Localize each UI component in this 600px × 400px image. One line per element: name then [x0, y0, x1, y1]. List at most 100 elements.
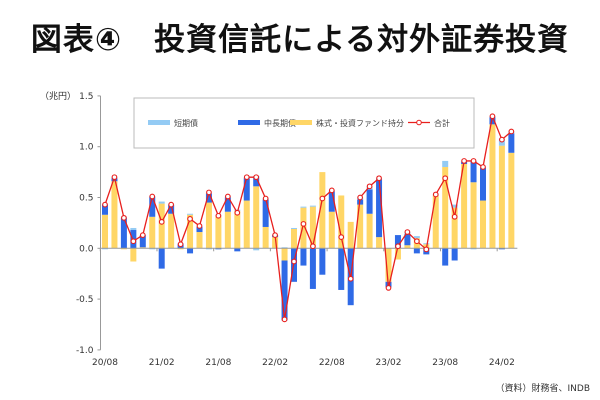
- bar-equity-23-07: [432, 195, 439, 249]
- legend-label: 短期債: [174, 118, 198, 128]
- bar-equity-23-09: [451, 207, 458, 249]
- total-point-21-06: [196, 223, 203, 229]
- bar-short-term-22-05: [300, 206, 307, 208]
- total-point-24-03: [508, 128, 515, 135]
- bar-equity-21-03: [168, 213, 175, 249]
- y-tick-label: 1.0: [79, 143, 94, 153]
- total-point-22-04: [291, 258, 297, 265]
- total-point-21-09: [225, 193, 231, 200]
- x-tick-label: 21/08: [205, 358, 231, 368]
- legend-swatch: [148, 120, 170, 125]
- bar-equity-22-08: [328, 211, 335, 249]
- total-point-22-08: [328, 187, 335, 194]
- total-point-21-02: [158, 219, 165, 225]
- total-point-21-01: [149, 193, 156, 200]
- total-point-23-06: [423, 246, 430, 253]
- source-note: （資料）財務省、INDB: [496, 382, 591, 394]
- bar-short-term-21-12: [253, 248, 260, 251]
- bar-mid-long-term-23-05: [413, 248, 420, 254]
- bar-equity-20-09: [111, 181, 118, 249]
- total-point-21-03: [168, 201, 174, 208]
- bar-equity-23-11: [470, 182, 477, 249]
- bar-equity-22-04: [291, 228, 297, 249]
- bar-mid-long-term-21-01: [149, 196, 156, 217]
- bar-mid-long-term-22-09: [338, 248, 345, 290]
- total-point-22-03: [281, 316, 288, 323]
- x-tick-label: 23/02: [376, 358, 402, 368]
- y-tick-label: 1.5: [79, 92, 93, 102]
- bar-equity-20-08: [102, 214, 108, 249]
- bar-mid-long-term-22-08: [328, 191, 335, 212]
- total-point-21-04: [177, 241, 184, 248]
- bar-mid-long-term-20-08: [102, 204, 108, 215]
- total-point-21-08: [215, 212, 222, 219]
- total-point-20-11: [130, 238, 137, 245]
- bar-equity-22-02: [272, 237, 279, 249]
- bar-equity-20-12: [139, 247, 146, 249]
- bar-mid-long-term-23-04: [404, 234, 411, 246]
- bar-equity-21-06: [196, 232, 203, 249]
- bar-equity-22-05: [300, 207, 307, 249]
- bar-mid-long-term-21-07: [205, 193, 212, 203]
- legend-label: 中長期債: [264, 118, 296, 128]
- total-point-23-04: [404, 229, 411, 235]
- total-point-22-12: [366, 183, 373, 190]
- bar-equity-23-08: [442, 167, 449, 249]
- legend-label: 株式・投資ファンド持分: [316, 118, 404, 128]
- bar-short-term-23-06: [423, 243, 430, 245]
- bar-equity-21-04: [177, 248, 184, 250]
- bar-mid-long-term-22-03: [281, 260, 288, 321]
- bar-equity-24-02: [498, 145, 505, 249]
- total-point-21-07: [206, 189, 212, 196]
- bar-mid-long-term-23-01: [376, 179, 383, 238]
- total-point-23-03: [395, 243, 401, 250]
- total-point-20-09: [111, 174, 118, 181]
- total-line: [104, 113, 512, 320]
- bar-mid-long-term-24-03: [508, 133, 515, 153]
- bar-mid-long-term-21-11: [243, 178, 250, 201]
- total-point-22-10: [347, 275, 354, 282]
- bar-mid-long-term-24-02: [498, 248, 505, 250]
- bar-short-term-23-05: [413, 236, 420, 239]
- legend-swatch: [290, 120, 312, 125]
- bar-equity-24-03: [508, 152, 515, 249]
- bar-equity-21-07: [205, 202, 212, 249]
- total-point-24-01: [489, 113, 496, 120]
- total-point-22-01: [262, 195, 269, 202]
- bar-mid-long-term-20-10: [120, 217, 127, 249]
- total-point-24-02: [499, 136, 505, 143]
- y-tick-label: -1.0: [76, 346, 94, 356]
- bar-equity-21-05: [187, 214, 194, 249]
- legend-marker: [416, 119, 422, 126]
- bar-equity-22-06: [309, 206, 316, 249]
- total-point-23-11: [470, 158, 477, 164]
- bar-short-term-21-05: [187, 213, 194, 215]
- chart-title: 図表④ 投資信託による対外証券投資: [30, 22, 570, 58]
- bar-equity-22-01: [262, 226, 269, 249]
- total-point-21-11: [243, 174, 250, 181]
- bar-mid-long-term-23-12: [480, 168, 486, 201]
- total-point-23-09: [451, 213, 458, 220]
- bar-mid-long-term-21-12: [253, 176, 260, 187]
- bar-equity-21-01: [149, 216, 156, 249]
- total-point-23-10: [461, 158, 467, 164]
- legend-label: 合計: [434, 118, 450, 128]
- bar-mid-long-term-21-03: [168, 204, 175, 214]
- bar-equity-22-10: [347, 221, 354, 249]
- bar-equity-22-03: [281, 248, 288, 261]
- total-point-23-08: [442, 175, 449, 182]
- bar-short-term-23-08: [442, 160, 449, 168]
- total-point-23-05: [414, 238, 420, 245]
- x-tick-label: 22/08: [319, 358, 345, 368]
- total-point-22-11: [357, 194, 364, 201]
- bar-short-term-22-04: [291, 227, 297, 229]
- total-point-20-12: [139, 232, 146, 238]
- bar-equity-23-02: [385, 248, 392, 282]
- y-tick-label: 0.0: [79, 244, 94, 254]
- bar-equity-22-09: [338, 195, 345, 249]
- total-point-23-12: [480, 164, 486, 170]
- bar-equity-21-08: [215, 215, 222, 249]
- bar-short-term-22-06: [309, 205, 316, 207]
- bar-mid-long-term-22-05: [300, 248, 307, 266]
